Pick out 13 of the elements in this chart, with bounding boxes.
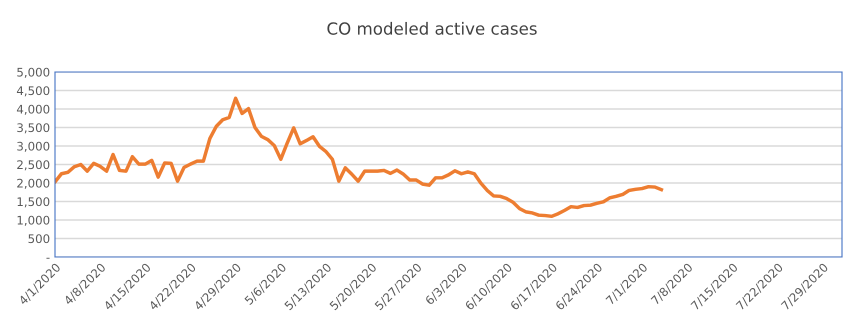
- y-tick-label: 4,000: [16, 104, 50, 115]
- y-tick-label: 2,000: [17, 178, 50, 189]
- y-tick-label: 2,500: [17, 160, 50, 170]
- y-tick-label: 1,000: [18, 216, 50, 226]
- y-tick-label: 4,500: [16, 86, 50, 96]
- y-tick-label: 3,500: [17, 123, 50, 134]
- y-tick-label: 1,500: [18, 197, 50, 208]
- y-tick-label: 5,000: [17, 68, 50, 78]
- line-series: [55, 96, 664, 218]
- y-tick-label: -: [46, 258, 50, 259]
- y-tick-label: 500: [28, 234, 50, 244]
- chart-title: CO modeled active cases: [327, 22, 537, 35]
- y-tick-label: 3,000: [17, 142, 50, 152]
